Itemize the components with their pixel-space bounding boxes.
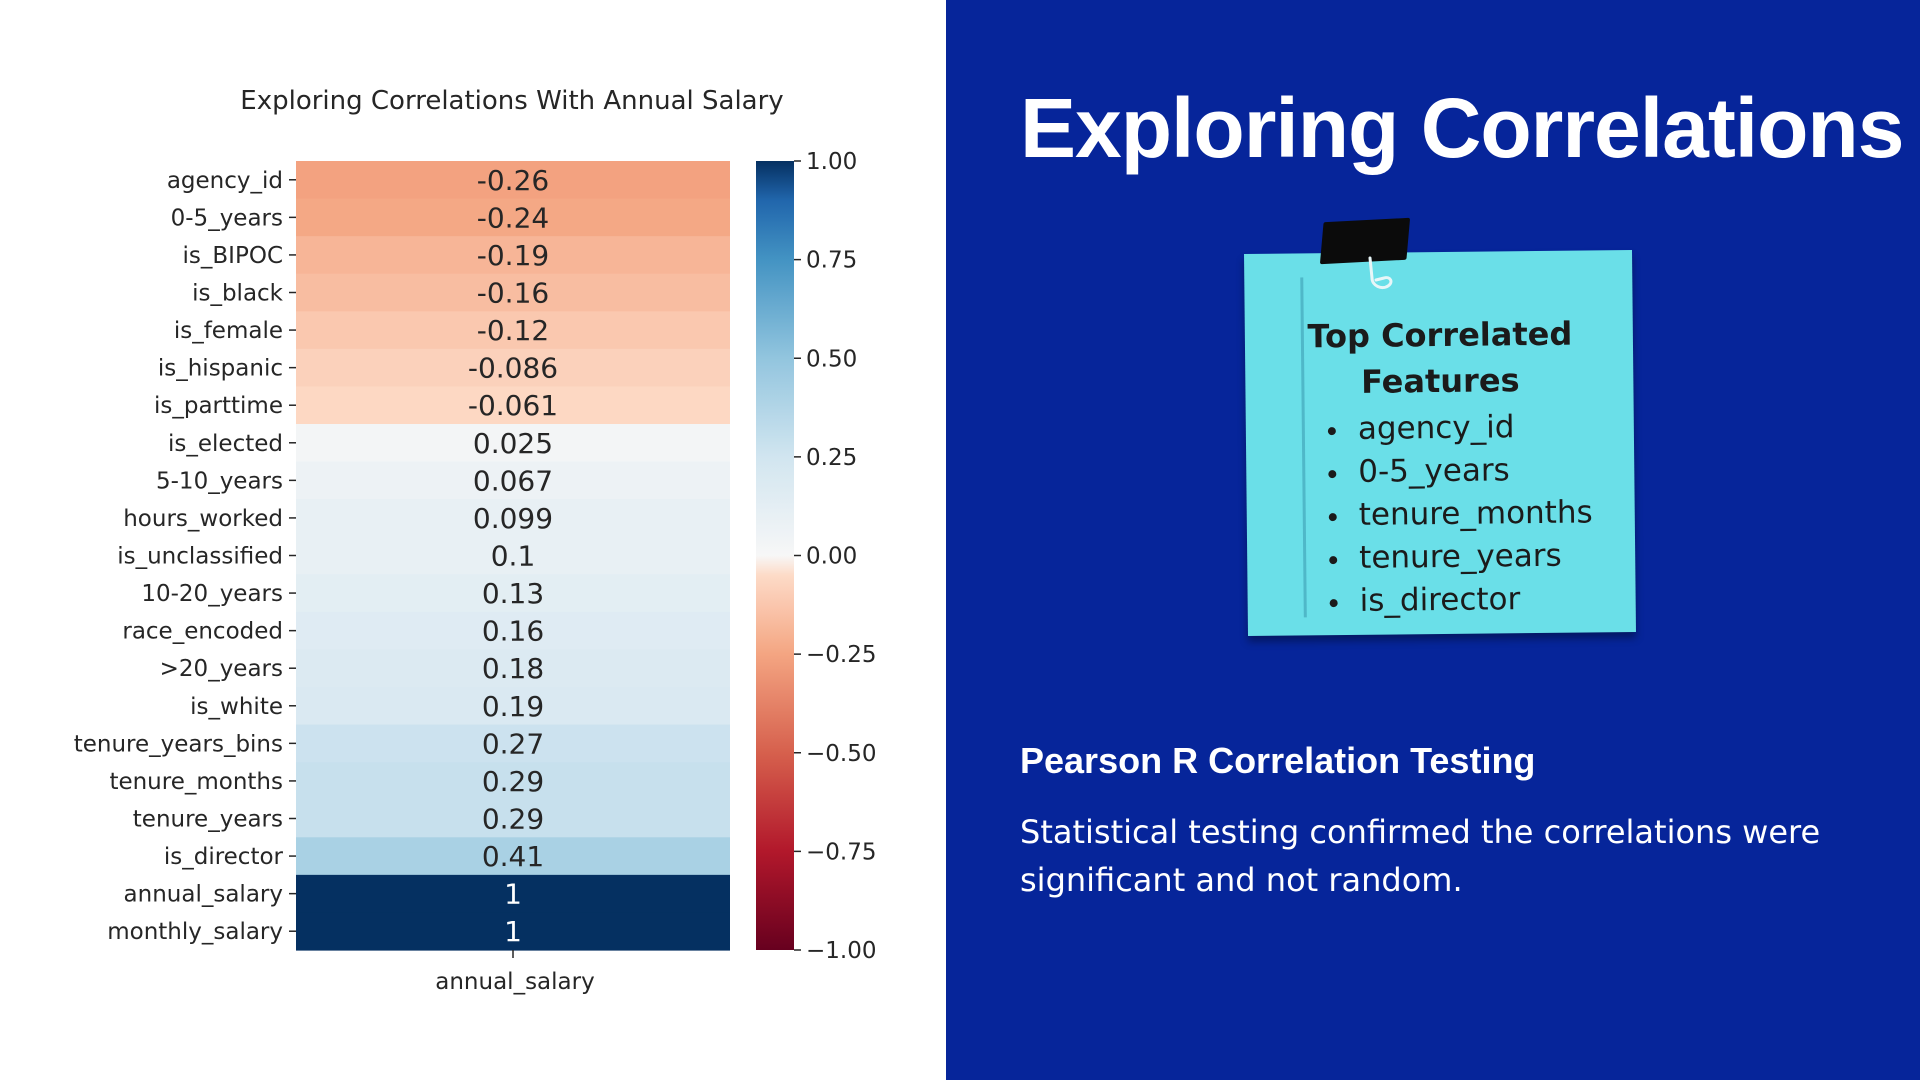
cell-value-label: -0.19 [477, 239, 549, 272]
heatmap-cell [296, 386, 730, 425]
colorbar-tick-label: 0.50 [806, 346, 857, 372]
cell-value-label: -0.24 [477, 201, 549, 234]
cell-value-label: 0.025 [473, 427, 553, 460]
cell-value-label: 0.18 [482, 652, 544, 685]
heatmap-cell [296, 161, 730, 200]
row-label: is_unclassified [117, 544, 283, 570]
cell-value-label: -0.061 [468, 389, 558, 422]
colorbar-tick-label: 1.00 [806, 149, 857, 175]
cell-value-label: 0.1 [491, 540, 536, 573]
list-item: is_director [1359, 577, 1593, 622]
cell-value-label: 0.29 [482, 765, 544, 798]
row-label: tenure_months [109, 769, 283, 795]
row-label: is_white [190, 694, 283, 720]
heatmap-cell [296, 724, 730, 763]
cell-value-label: -0.12 [477, 314, 549, 347]
note-title: Top Correlated Features [1307, 314, 1573, 401]
heatmap-cell [296, 874, 730, 914]
cell-value-label: 0.27 [482, 727, 544, 760]
list-item: tenure_months [1359, 491, 1593, 536]
chart-title: Exploring Correlations With Annual Salar… [240, 86, 783, 116]
heatmap-cell [296, 536, 730, 575]
list-item: agency_id [1358, 405, 1592, 450]
row-label: hours_worked [123, 506, 283, 532]
row-label: tenure_years [133, 807, 283, 833]
row-label: is_elected [168, 431, 283, 457]
feature-list: agency_id 0-5_years tenure_months tenure… [1358, 405, 1594, 622]
row-label: 0-5_years [171, 205, 283, 231]
row-label: >20_years [160, 656, 283, 682]
heatmap-cell [296, 574, 730, 613]
heatmap-cell [296, 499, 730, 538]
cell-value-label: -0.16 [477, 277, 549, 310]
heatmap-cell [296, 837, 730, 876]
heatmap-cell [296, 273, 730, 312]
heatmap-cell [296, 348, 730, 388]
row-label: is_director [164, 844, 284, 870]
row-label: race_encoded [122, 619, 283, 645]
row-label: is_black [192, 281, 284, 307]
heatmap-cell [296, 649, 730, 688]
cell-value-label: 0.41 [482, 840, 544, 873]
colorbar-tick-label: −0.50 [806, 741, 876, 767]
colorbar-tick-label: −0.75 [806, 839, 876, 865]
row-label: annual_salary [124, 882, 283, 908]
heatmap-cell [296, 198, 730, 237]
cell-value-label: 1 [504, 878, 522, 911]
heatmap-cell [296, 461, 730, 500]
colorbar-tick-label: 0.75 [806, 248, 857, 274]
cell-value-label: 0.067 [473, 464, 553, 497]
slide-title: Exploring Correlations [1020, 81, 1904, 175]
cell-value-label: 0.19 [482, 690, 544, 723]
heatmap-cell [296, 236, 730, 275]
cell-value-label: -0.26 [477, 164, 549, 197]
list-item: 0-5_years [1358, 448, 1592, 493]
row-label: monthly_salary [107, 919, 283, 945]
section-body: Statistical testing confirmed the correl… [1020, 813, 1821, 899]
row-label: is_hispanic [158, 356, 283, 382]
heatmap-cell [296, 611, 730, 651]
heatmap-cell [296, 762, 730, 801]
cell-value-label: 0.099 [473, 502, 553, 535]
correlation-heatmap: Exploring Correlations With Annual Salar… [74, 86, 877, 995]
heatmap-cell [296, 424, 730, 463]
colorbar-tick-label: 0.00 [806, 544, 857, 570]
cell-value-label: 1 [504, 915, 522, 948]
row-label: agency_id [167, 168, 283, 194]
heatmap-cell [296, 687, 730, 726]
colorbar-tick-label: −0.25 [806, 642, 876, 668]
row-label: is_BIPOC [183, 243, 283, 269]
row-label: tenure_years_bins [74, 731, 283, 757]
row-label: 5-10_years [156, 468, 283, 494]
row-label: is_parttime [154, 393, 283, 419]
list-item: tenure_years [1359, 534, 1593, 579]
colorbar [756, 161, 794, 950]
cell-value-label: 0.29 [482, 803, 544, 836]
row-label: 10-20_years [141, 581, 283, 607]
cell-value-label: 0.16 [482, 615, 544, 648]
cell-value-label: 0.13 [482, 577, 544, 610]
heatmap-cell [296, 912, 730, 951]
heatmap-cell [296, 799, 730, 838]
heatmap-cell [296, 311, 730, 350]
section-heading: Pearson R Correlation Testing [1020, 740, 1536, 781]
sticky-note: Top Correlated Features agency_id 0-5_ye… [1244, 249, 1636, 637]
cell-value-label: -0.086 [468, 352, 558, 385]
row-label: is_female [174, 318, 283, 344]
column-label: annual_salary [435, 969, 594, 995]
colorbar-tick-label: −1.00 [806, 938, 876, 964]
paperclip-icon [1368, 256, 1393, 290]
colorbar-tick-label: 0.25 [806, 445, 857, 471]
